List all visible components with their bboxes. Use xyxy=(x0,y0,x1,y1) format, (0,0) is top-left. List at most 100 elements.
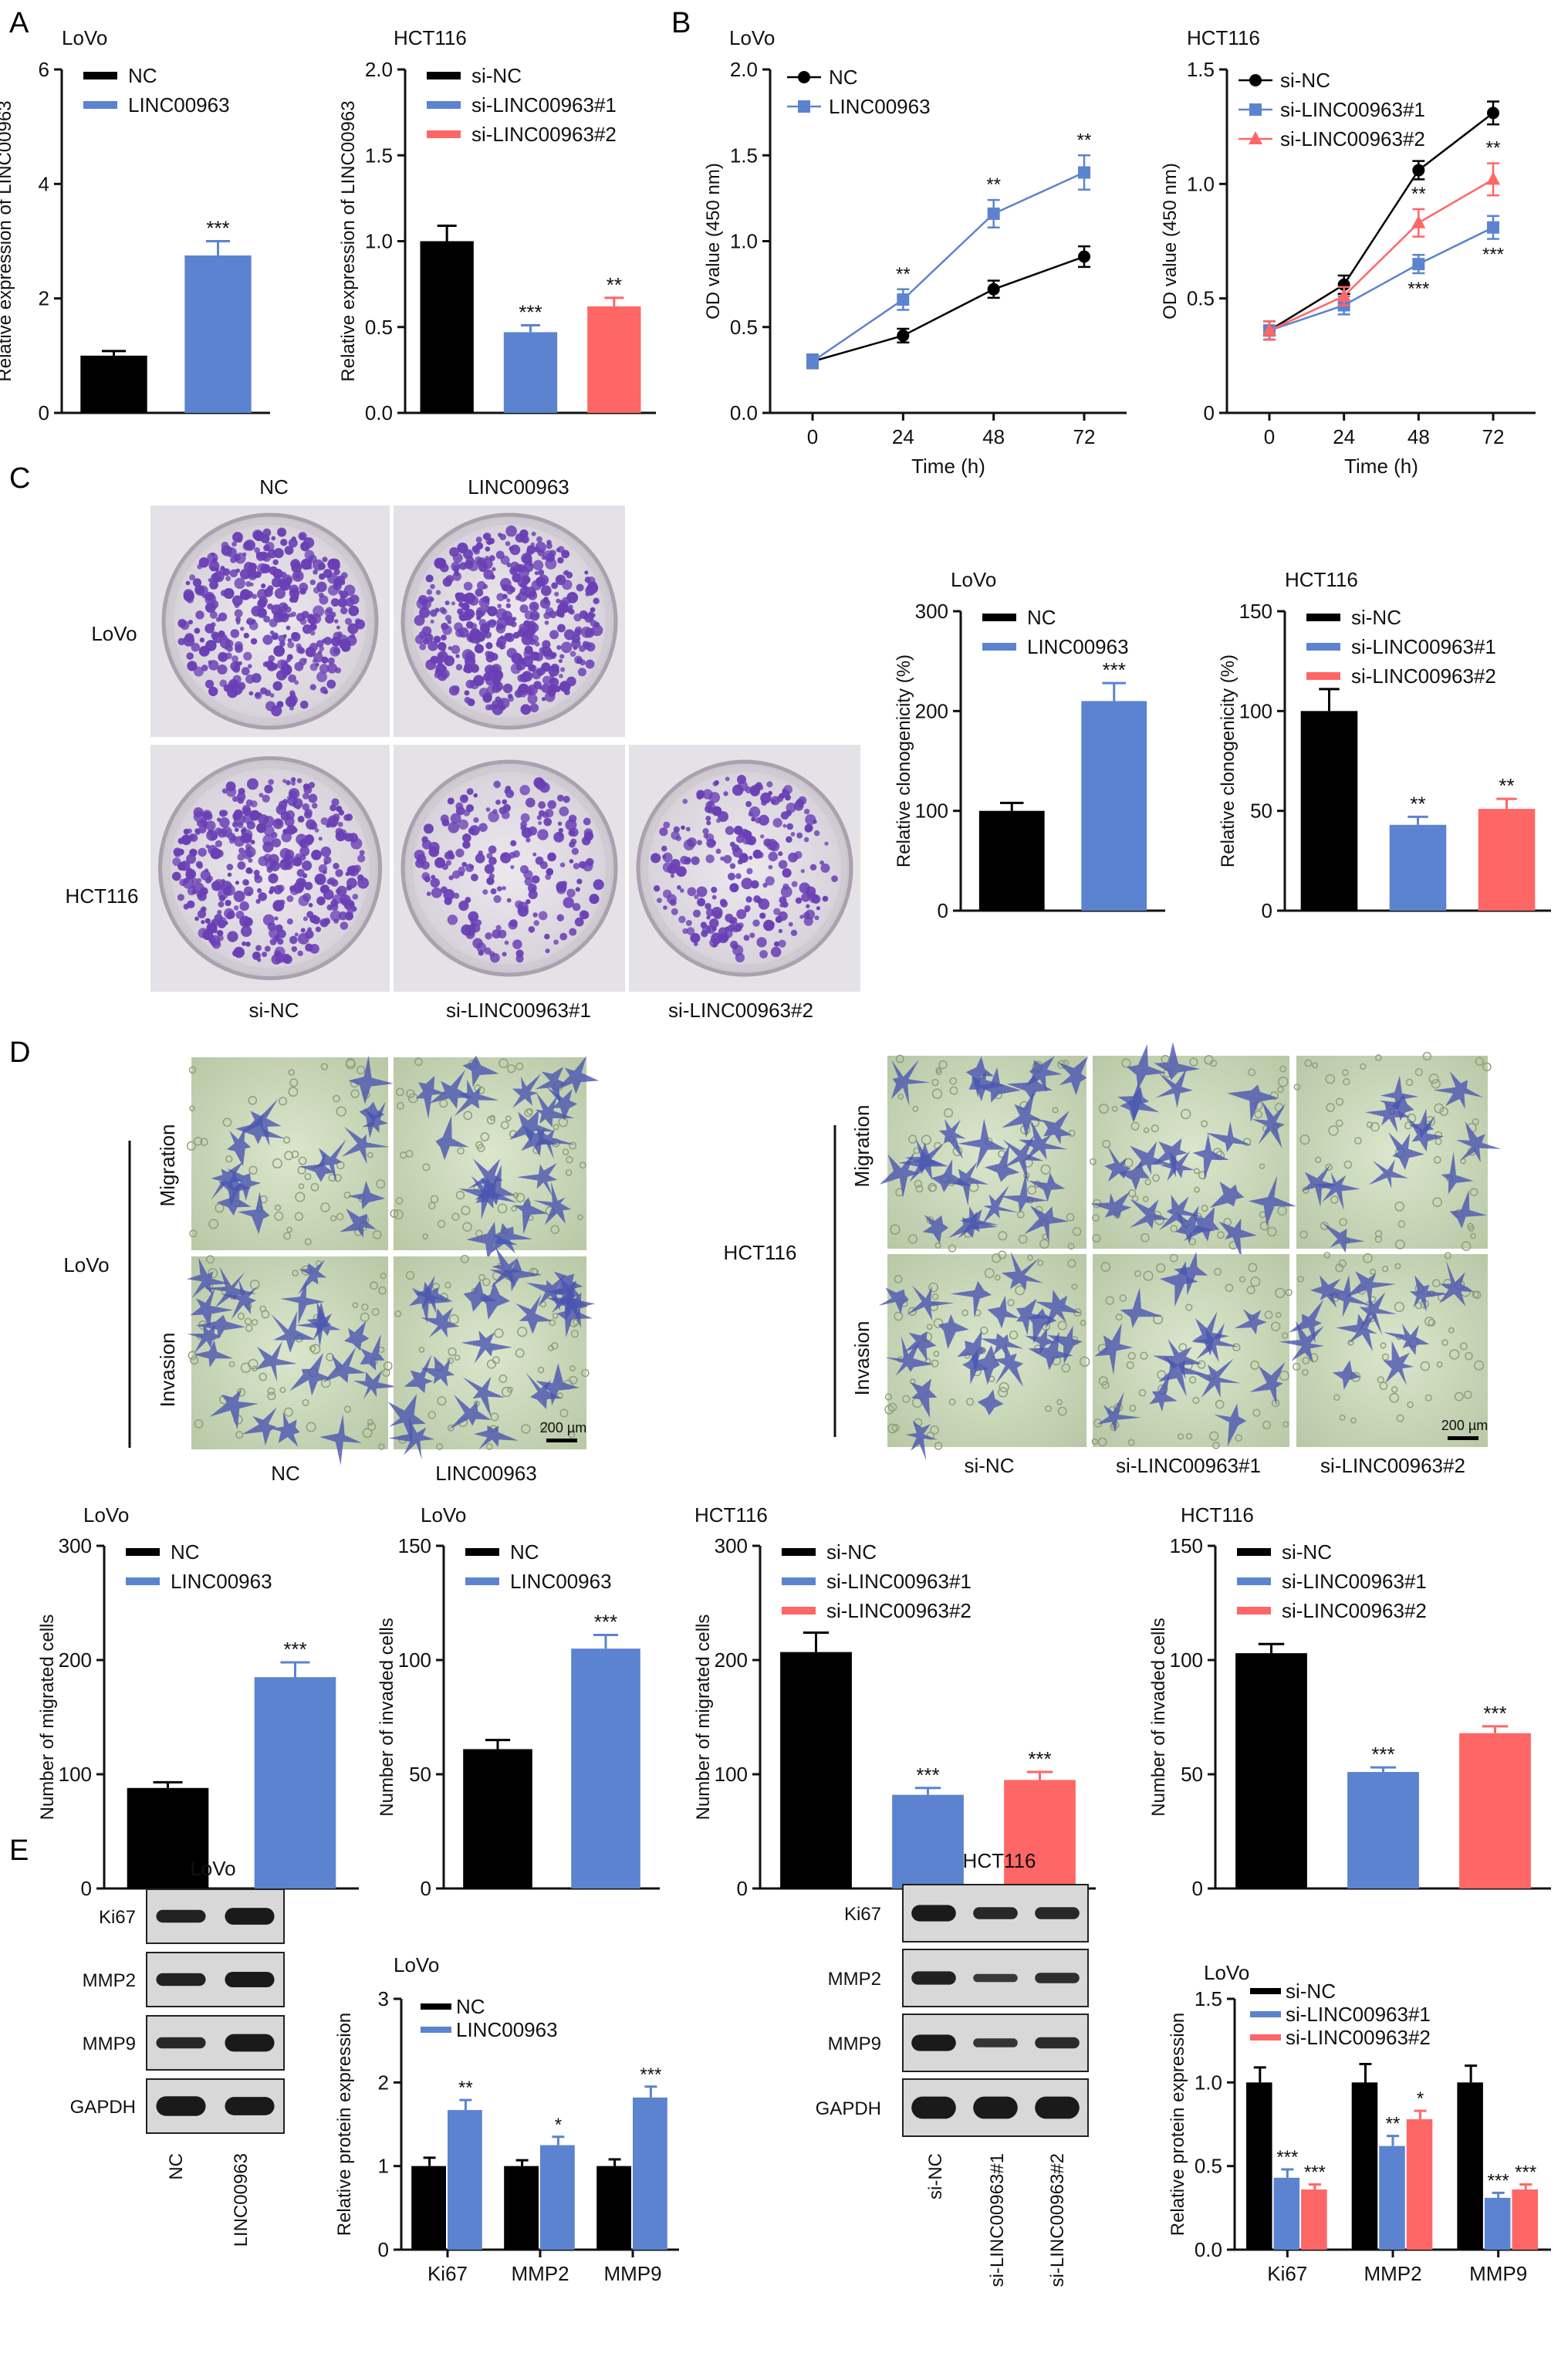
colony xyxy=(194,666,204,677)
colony xyxy=(231,541,237,547)
colony xyxy=(690,932,701,943)
colony xyxy=(484,631,492,639)
colony xyxy=(288,538,298,548)
colony xyxy=(687,837,697,847)
pore xyxy=(521,1424,531,1434)
colony xyxy=(282,828,289,835)
pore xyxy=(984,1268,995,1279)
panel-letter-e: E xyxy=(9,1834,29,1867)
legend-label: si-LINC00963#2 xyxy=(826,1599,972,1622)
colony xyxy=(559,673,563,678)
pore xyxy=(1282,1421,1289,1428)
pore xyxy=(1436,1361,1443,1368)
colony xyxy=(583,828,593,837)
y-tick-label: 1.0 xyxy=(1187,172,1215,195)
colony xyxy=(484,864,495,874)
cell xyxy=(938,1119,966,1159)
colony xyxy=(714,779,719,786)
colony xyxy=(216,817,221,822)
bar xyxy=(1004,1780,1076,1888)
legend-swatch xyxy=(427,130,461,138)
colony xyxy=(289,935,298,945)
point xyxy=(1412,164,1425,177)
pore xyxy=(494,1328,504,1338)
colony xyxy=(549,610,557,619)
colony xyxy=(703,833,709,839)
cell xyxy=(421,1307,460,1338)
cell xyxy=(1191,1323,1239,1363)
pore xyxy=(907,1307,917,1317)
pore xyxy=(1130,1121,1140,1131)
colony xyxy=(569,841,576,848)
pore xyxy=(1407,1401,1414,1408)
colony xyxy=(498,806,507,815)
pore xyxy=(1037,1260,1044,1266)
pore xyxy=(1126,1361,1134,1370)
pore xyxy=(1143,1270,1154,1281)
cell xyxy=(467,1158,503,1190)
pore xyxy=(511,1205,518,1212)
blot-strip xyxy=(146,1888,285,1944)
colony xyxy=(255,552,265,561)
colony xyxy=(302,793,309,800)
colony xyxy=(681,825,685,830)
x-axis-label: Time (h) xyxy=(911,455,985,478)
pore xyxy=(1232,1343,1241,1352)
cell xyxy=(1173,1251,1208,1296)
bar xyxy=(1389,824,1447,911)
pore xyxy=(991,1253,1002,1263)
bar xyxy=(1081,701,1147,911)
transwell-micrograph xyxy=(879,1054,1089,1253)
pore xyxy=(251,1319,259,1326)
pore xyxy=(1185,1432,1193,1440)
pore xyxy=(244,1317,252,1325)
colony xyxy=(258,608,267,617)
plate-rim xyxy=(167,766,373,971)
colony xyxy=(678,915,686,924)
colony xyxy=(761,800,767,806)
colony xyxy=(519,536,525,543)
colony xyxy=(711,886,718,894)
colony xyxy=(319,918,329,928)
colony xyxy=(485,651,492,658)
cell xyxy=(965,1056,995,1098)
colony xyxy=(237,861,246,870)
pore xyxy=(948,1244,957,1253)
bar xyxy=(571,1648,640,1888)
legend-label: NC xyxy=(510,1540,539,1564)
colony xyxy=(508,920,518,930)
colony xyxy=(560,600,569,608)
colony xyxy=(261,564,271,573)
cell xyxy=(295,1301,341,1341)
colony xyxy=(579,910,589,920)
colony xyxy=(247,664,252,669)
colony xyxy=(268,779,275,786)
colony xyxy=(209,580,218,590)
colony xyxy=(542,811,549,819)
colony xyxy=(580,626,593,638)
colony xyxy=(330,899,339,908)
pore xyxy=(228,1361,235,1368)
colony xyxy=(737,780,749,792)
colony xyxy=(272,634,278,640)
legend-swatch xyxy=(1237,1577,1271,1585)
cell xyxy=(1028,1331,1073,1371)
cell xyxy=(1129,1199,1170,1229)
colony xyxy=(525,797,536,808)
legend-swatch xyxy=(1306,614,1340,621)
pore xyxy=(1454,1391,1464,1402)
cell xyxy=(1090,1191,1132,1219)
colony xyxy=(694,894,699,900)
colony xyxy=(327,657,335,664)
blot-lane-label: si-NC xyxy=(925,2153,946,2199)
colony xyxy=(220,566,225,571)
colony xyxy=(588,581,598,591)
pore xyxy=(515,1062,524,1070)
colony xyxy=(534,570,539,576)
pore xyxy=(427,1411,436,1419)
transwell-micrograph xyxy=(1293,1051,1502,1253)
y-tick-label: 3 xyxy=(378,1987,389,2010)
y-tick-label: 0 xyxy=(1204,401,1215,424)
cell xyxy=(1252,1101,1286,1149)
colony xyxy=(523,585,529,590)
